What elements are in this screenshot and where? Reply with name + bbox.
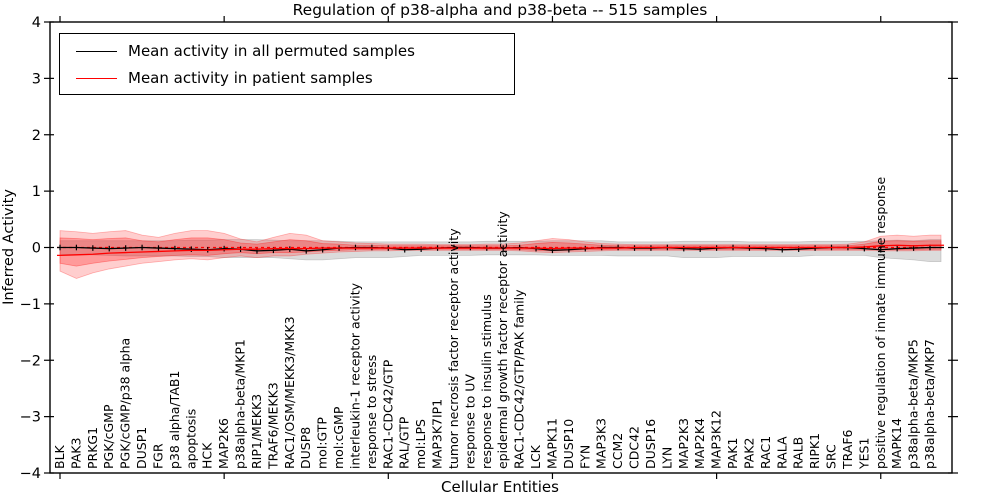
data-series [57, 244, 944, 257]
category-label: FYN [577, 445, 592, 469]
patient-line-swatch [76, 77, 117, 79]
category-label: positive regulation of innate immune res… [873, 177, 888, 469]
category-label: RIP1/MEKK3 [249, 394, 264, 469]
permuted-line-swatch [76, 50, 117, 52]
category-label: CDC42 [627, 426, 642, 469]
category-label: RAC1/OSM/MEKK3/MKK3 [282, 316, 297, 469]
y-tick-label: 1 [32, 184, 41, 200]
y-tick-label: −3 [20, 410, 41, 426]
category-label: PAK2 [741, 438, 756, 469]
category-label: MAP2K4 [692, 418, 707, 469]
category-label: DUSP1 [134, 427, 149, 469]
patient-samples-spread-outer [59, 230, 942, 279]
category-label: mol:cGMP [331, 406, 346, 469]
category-label: PGK/cGMP/p38 alpha [118, 338, 133, 469]
category-label: YES1 [856, 438, 871, 470]
category-label: HCK [200, 442, 215, 469]
category-label: p38alpha-beta/MKP7 [922, 339, 937, 469]
category-label: LCK [528, 444, 543, 469]
category-label: p38alpha-beta/MKP5 [906, 339, 921, 469]
legend-item-permuted: Mean activity in all permuted samples [60, 36, 514, 66]
category-label: RIPK1 [807, 433, 822, 469]
category-label: apoptosis [183, 409, 198, 469]
category-label: MAP3K7IP1 [430, 399, 445, 469]
y-tick-label: 0 [32, 241, 41, 257]
category-label: response to insulin stimulus [479, 294, 494, 469]
category-label: response to UV [462, 374, 477, 469]
category-label: CCM2 [610, 433, 625, 469]
category-label: PGK/cGMP [101, 404, 116, 469]
category-label: RALA [774, 436, 789, 469]
legend-label-permuted: Mean activity in all permuted samples [128, 42, 415, 60]
category-label: RAC1 [758, 436, 773, 469]
category-label: RAL/GTP [397, 416, 412, 469]
legend-label-patient: Mean activity in patient samples [128, 69, 373, 87]
category-label: LYN [659, 447, 674, 469]
category-label: MAP2K3 [676, 418, 691, 469]
category-label: interleukin-1 receptor activity [347, 282, 362, 469]
category-label: FGR [150, 443, 165, 469]
legend-item-patient: Mean activity in patient samples [60, 63, 514, 93]
permuted-samples-spread [59, 239, 942, 262]
category-label: epidermal growth factor receptor activit… [495, 211, 510, 469]
category-label: RAC1-CDC42/GTP [380, 359, 395, 469]
category-label: MAP3K12 [709, 410, 724, 469]
category-label: RAC1-CDC42/GTP/PAK family [512, 289, 527, 469]
category-label: MAP3K3 [594, 418, 609, 469]
category-label: RALB [791, 437, 806, 469]
category-label: DUSP8 [298, 427, 313, 469]
category-label: TRAF6 [840, 429, 855, 470]
category-label: PAK1 [725, 438, 740, 469]
category-label: MAP2K6 [216, 418, 231, 469]
category-label: mol:GTP [315, 417, 330, 469]
y-tick-label: 2 [32, 128, 41, 144]
category-label: BLK [52, 444, 67, 469]
category-label: SRC [824, 444, 839, 469]
category-label: response to stress [364, 355, 379, 469]
y-tick-label: 3 [32, 71, 41, 87]
category-label: PRKG1 [85, 427, 100, 469]
category-label: tumor necrosis factor receptor activity [446, 228, 461, 469]
y-tick-labels: 4 3 2 1 0 −1 −2 −3 −4 [20, 15, 41, 482]
category-label: p38alpha-beta/MKP1 [233, 339, 248, 469]
chart-title: Regulation of p38-alpha and p38-beta -- … [292, 1, 708, 19]
y-tick-label: −4 [20, 466, 41, 482]
y-tick-label: −2 [20, 353, 41, 369]
category-label: MAPK11 [544, 418, 559, 469]
y-tick-label: −1 [20, 297, 41, 313]
patient-samples-spread-inner [59, 237, 942, 267]
category-label: MAPK14 [889, 418, 904, 469]
legend: Mean activity in all permuted samples Me… [59, 33, 515, 95]
category-label: PAK3 [68, 438, 83, 469]
category-label: TRAF6/MEKK3 [265, 382, 280, 470]
x-axis-label: Cellular Entities [441, 478, 559, 496]
series-line-1 [57, 244, 944, 257]
y-axis-label: Inferred Activity [1, 189, 17, 305]
category-label: p38 alpha/TAB1 [167, 371, 182, 469]
axis-ticks [44, 16, 958, 479]
category-label: DUSP16 [643, 419, 658, 469]
category-label: mol:LPS [413, 419, 428, 469]
category-label: DUSP10 [561, 419, 576, 469]
x-category-labels: BLK PAK3 PRKG1 PGK/cGMP PGK/cGMP/p38 alpha DU… [52, 177, 937, 470]
y-tick-label: 4 [32, 15, 41, 31]
confidence-bands [59, 230, 942, 279]
